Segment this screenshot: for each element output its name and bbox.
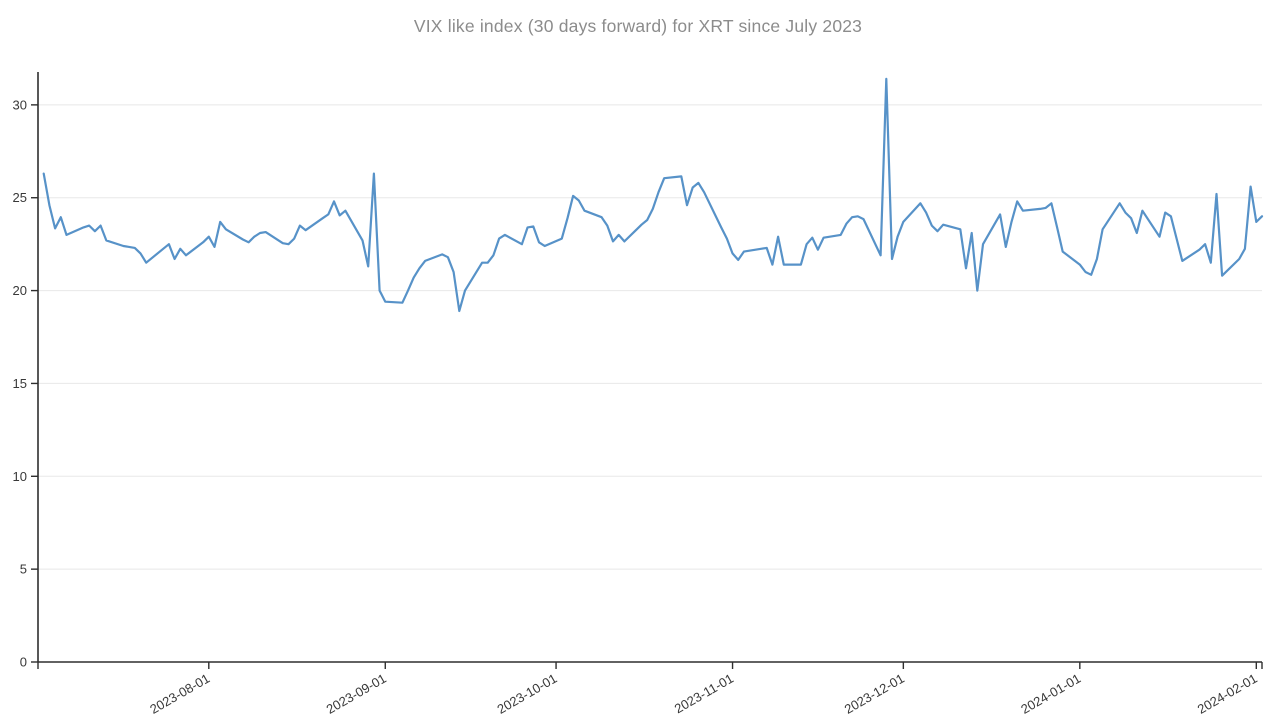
x-tick-label: 2023-11-01 xyxy=(672,671,736,717)
chart-title: VIX like index (30 days forward) for XRT… xyxy=(413,16,863,36)
y-tick-label: 0 xyxy=(20,655,27,670)
y-tick-label: 5 xyxy=(20,562,27,577)
x-tick-label: 2023-09-01 xyxy=(324,671,389,717)
axes xyxy=(37,72,1262,663)
y-axis-ticks: 0 5 10 15 20 25 30 xyxy=(13,97,38,670)
y-tick-label: 10 xyxy=(13,469,27,484)
y-tick-label: 20 xyxy=(13,283,27,298)
vix-series-line xyxy=(42,77,1264,313)
y-tick-label: 30 xyxy=(13,97,27,112)
x-tick-label: 2023-12-01 xyxy=(842,671,907,717)
x-tick-label: 2024-02-01 xyxy=(1195,671,1260,717)
x-axis-ticks: 2023-08-01 2023-09-01 2023-10-01 2023-11-01… xyxy=(37,662,1263,717)
y-tick-label: 25 xyxy=(13,190,27,205)
x-tick-label: 2024-01-01 xyxy=(1018,671,1083,717)
x-tick-label: 2023-08-01 xyxy=(147,671,212,717)
x-tick-label: 2023-10-01 xyxy=(494,671,559,717)
y-tick-label: 15 xyxy=(13,376,27,391)
gridlines xyxy=(38,104,1262,570)
